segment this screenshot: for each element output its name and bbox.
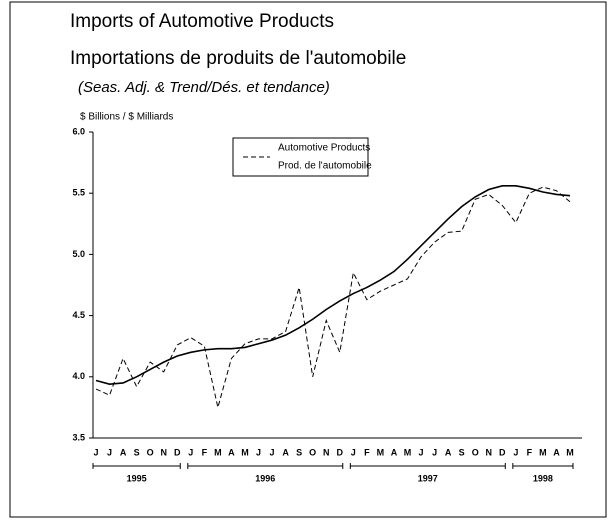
x-tick-label: S bbox=[134, 447, 140, 457]
x-tick-label: M bbox=[539, 447, 547, 457]
x-tick-label: N bbox=[160, 447, 167, 457]
y-axis-label: $ Billions / $ Milliards bbox=[80, 112, 173, 123]
x-tick-label: J bbox=[432, 447, 437, 457]
x-tick-label: A bbox=[391, 447, 398, 457]
chart-subtitle: (Seas. Adj. & Trend/Dés. et tendance) bbox=[78, 79, 330, 96]
x-tick-label: J bbox=[270, 447, 275, 457]
x-tick-label: F bbox=[202, 447, 208, 457]
year-label: 1998 bbox=[533, 473, 553, 483]
chart-title-fr: Importations de produits de l'automobile bbox=[70, 48, 406, 69]
year-label: 1995 bbox=[127, 473, 147, 483]
x-tick-label: O bbox=[309, 447, 316, 457]
year-label: 1997 bbox=[418, 473, 438, 483]
x-tick-label: J bbox=[93, 447, 98, 457]
y-tick-label: 4.5 bbox=[72, 310, 85, 320]
x-tick-label: F bbox=[364, 447, 370, 457]
x-tick-label: A bbox=[553, 447, 560, 457]
x-tick-label: J bbox=[513, 447, 518, 457]
x-tick-label: A bbox=[120, 447, 127, 457]
series-line bbox=[95, 186, 571, 408]
chart-title: Imports of Automotive Products bbox=[70, 11, 334, 32]
y-tick-label: 5.5 bbox=[72, 188, 85, 198]
x-tick-label: M bbox=[566, 447, 574, 457]
x-tick-label: S bbox=[296, 447, 302, 457]
y-tick-label: 3.5 bbox=[72, 432, 85, 442]
x-tick-label: J bbox=[419, 447, 424, 457]
x-tick-label: S bbox=[459, 447, 465, 457]
year-label: 1996 bbox=[255, 473, 275, 483]
x-tick-label: A bbox=[445, 447, 452, 457]
x-tick-label: M bbox=[404, 447, 412, 457]
frame bbox=[9, 1, 607, 518]
x-tick-label: J bbox=[256, 447, 261, 457]
x-tick-label: D bbox=[337, 447, 344, 457]
x-tick-label: D bbox=[499, 447, 506, 457]
x-tick-label: A bbox=[228, 447, 235, 457]
y-tick-label: 4.0 bbox=[72, 371, 85, 381]
x-tick-label: J bbox=[188, 447, 193, 457]
x-tick-label: N bbox=[323, 447, 330, 457]
y-tick-label: 5.0 bbox=[72, 249, 85, 259]
x-tick-label: O bbox=[472, 447, 479, 457]
x-tick-label: F bbox=[527, 447, 533, 457]
x-tick-label: O bbox=[147, 447, 154, 457]
x-tick-label: D bbox=[174, 447, 181, 457]
x-tick-label: M bbox=[241, 447, 249, 457]
series-line bbox=[95, 185, 571, 385]
x-tick-label: J bbox=[351, 447, 356, 457]
y-tick-label: 6.0 bbox=[72, 126, 85, 136]
legend-label-fr: Prod. de l'automobile bbox=[278, 161, 372, 172]
legend-label: Automotive Products bbox=[278, 143, 370, 154]
x-tick-label: N bbox=[485, 447, 492, 457]
x-tick-label: A bbox=[282, 447, 289, 457]
x-tick-label: J bbox=[107, 447, 112, 457]
x-tick-label: M bbox=[377, 447, 385, 457]
x-tick-label: M bbox=[214, 447, 222, 457]
